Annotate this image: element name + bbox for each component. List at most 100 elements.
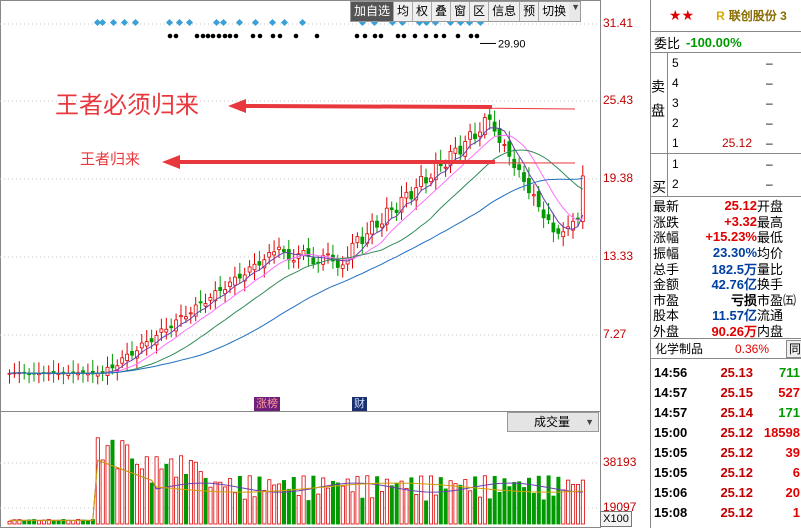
buy-level-row[interactable]: 2– <box>668 174 801 194</box>
toolbar-button[interactable]: 预 <box>520 2 540 21</box>
sector-row[interactable]: 化学制品 0.36% 同 <box>651 339 801 360</box>
volume-ma-line <box>9 459 583 521</box>
volume-bar <box>257 476 262 525</box>
signal-dot-icon <box>314 33 320 39</box>
volume-bar <box>169 458 174 525</box>
toolbar-button[interactable]: 切换 <box>539 2 570 21</box>
signal-diamond-icon <box>165 18 174 27</box>
tick-t: 15:08 <box>654 504 688 520</box>
toolbar-button[interactable]: 均 <box>394 2 414 21</box>
sector-same-button[interactable]: 同 <box>786 339 801 358</box>
tick-v: 20 <box>785 484 800 500</box>
tick-row[interactable]: 15:05 25.12 39 <box>651 442 801 462</box>
toolbar-button[interactable]: 加自选 <box>351 2 395 21</box>
stock-name[interactable]: 联创股份 3 <box>728 9 787 23</box>
candle-body <box>473 133 477 140</box>
signal-diamond-icon <box>212 18 221 27</box>
tick-row[interactable]: 14:57 25.15 527 <box>651 382 801 402</box>
kline-chart-svg[interactable]: 29.90 <box>0 0 650 528</box>
volume-bar <box>306 500 311 525</box>
toolbar-button[interactable]: 信息 <box>489 2 521 21</box>
tick-v: 711 <box>779 364 800 380</box>
r-badge: R <box>716 8 725 23</box>
volume-indicator-selector[interactable]: 成交量 ▼ <box>507 412 599 432</box>
buy-level-row[interactable]: 1– <box>668 154 801 174</box>
stat-key: 市盈 <box>653 292 680 308</box>
volume-bar <box>458 484 463 525</box>
candle-body <box>556 228 561 234</box>
volume-bar <box>409 477 414 525</box>
stat-row: 涨跌 +3.32 最高 <box>651 213 801 229</box>
candle-body <box>414 187 419 201</box>
volume-bar <box>174 476 179 525</box>
sell-level-row[interactable]: 1 25.12– <box>668 133 801 153</box>
sell-level-row[interactable]: 5– <box>668 53 801 73</box>
volume-bar <box>61 519 66 525</box>
signal-dot-icon <box>378 33 384 39</box>
toolbar-button[interactable]: 窗 <box>451 2 471 21</box>
quote-header: ★★ R 联创股份 3 <box>651 0 801 32</box>
stat-value: 42.76亿 <box>711 277 757 292</box>
volume-bar <box>531 493 536 525</box>
book-qty: – <box>766 56 773 70</box>
stat-key: 涨幅 <box>653 230 680 245</box>
stat-value: 23.30% <box>712 245 757 261</box>
toolbar-button[interactable]: 权 <box>413 2 433 21</box>
volume-bar <box>22 520 27 525</box>
candle-body <box>580 175 585 223</box>
candle-body <box>174 319 179 332</box>
stat-value: 25.12 <box>724 198 757 214</box>
stat-row: 总手 182.5万 量比 <box>651 260 801 276</box>
signal-dot-icon <box>354 33 360 39</box>
sell-level-row[interactable]: 4– <box>668 73 801 93</box>
stat-key-2: 量比 <box>757 261 784 276</box>
candle-body <box>379 223 384 228</box>
volume-bar <box>272 484 277 525</box>
candle-body <box>404 191 409 199</box>
volume-bar <box>232 492 237 525</box>
stat-row: 涨幅 +15.23% 最低 <box>651 229 801 245</box>
candle-body <box>576 217 580 220</box>
volume-bar <box>556 476 561 525</box>
tick-v: 527 <box>778 384 800 400</box>
tick-row[interactable]: 15:06 25.12 20 <box>651 482 801 502</box>
tick-row[interactable]: 15:08 25.12 1 <box>651 502 801 522</box>
tick-list[interactable]: 14:56 25.13 711 14:57 25.15 527 14:57 25.14 171 1… <box>651 359 801 522</box>
indicator-cai[interactable]: 财 <box>352 397 367 411</box>
tick-row[interactable]: 15:00 25.12 18598 <box>651 422 801 442</box>
toolbar-button[interactable]: 区 <box>470 2 490 21</box>
moving-average-line <box>9 177 583 374</box>
volume-bar <box>120 440 125 525</box>
kline-chart-area[interactable]: 29.90 加自选均权叠窗区信息预切换 ▼ 31.41 25.43 19.38 1… <box>0 0 650 528</box>
volume-bar <box>477 496 482 525</box>
volume-bar <box>399 480 404 525</box>
sell-level-row[interactable]: 3– <box>668 93 801 113</box>
tick-row[interactable]: 15:05 25.12 6 <box>651 462 801 482</box>
stat-value: +3.32 <box>724 213 757 229</box>
volume-bar <box>375 476 380 525</box>
volume-bar <box>95 437 100 525</box>
volume-bar <box>492 476 497 525</box>
tick-p: 25.12 <box>720 444 753 460</box>
candle-body <box>512 158 517 169</box>
tick-row[interactable]: 14:57 25.14 171 <box>651 402 801 422</box>
sell-level-row[interactable]: 2– <box>668 113 801 133</box>
indicator-zhang-bang[interactable]: 涨榜 <box>254 397 280 411</box>
tick-p: 25.13 <box>720 364 753 380</box>
tick-row[interactable]: 14:56 25.13 711 <box>651 362 801 382</box>
tick-v: 39 <box>785 444 800 460</box>
toolbar-button[interactable]: 叠 <box>432 2 452 21</box>
candle-body <box>154 334 159 346</box>
book-lvl: 4 <box>672 76 679 90</box>
annotation-big: 王者必须归来 <box>55 91 199 119</box>
tick-t: 15:05 <box>654 464 688 480</box>
candle-body <box>144 341 149 347</box>
candle-body <box>81 370 85 374</box>
volume-bar <box>291 477 296 525</box>
tick-p: 25.15 <box>720 384 753 400</box>
tick-p: 25.12 <box>720 504 753 520</box>
volume-bar <box>86 520 91 525</box>
volume-bar <box>394 482 399 525</box>
candle-body <box>335 259 340 268</box>
stats-block: 最新 25.12 开盘 涨跌 +3.32 最高 涨幅 +15.23% 最低 振幅 23.30% 均价总… <box>651 197 801 340</box>
